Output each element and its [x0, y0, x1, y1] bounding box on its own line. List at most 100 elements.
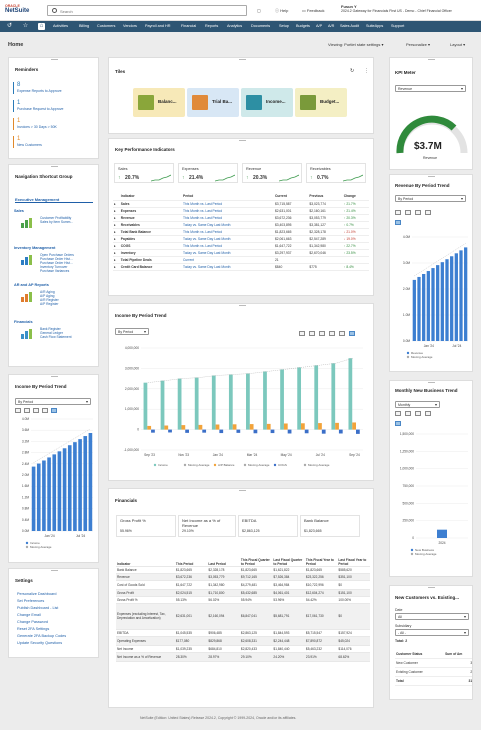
- feedback-link[interactable]: ▭ Feedback: [302, 6, 324, 15]
- nav-shortcut-link[interactable]: A/R Register: [40, 298, 59, 302]
- row-expand-icon[interactable]: ▸: [113, 263, 120, 271]
- kpi-cell[interactable]: Current: [182, 256, 274, 264]
- nav-shortcut-link[interactable]: Purchase Order Hist...: [40, 261, 73, 265]
- nav-item-support[interactable]: Support: [391, 24, 405, 28]
- bar-revenue[interactable]: [42, 460, 46, 531]
- bar-revenue[interactable]: [78, 439, 82, 531]
- nav-item-analytics[interactable]: Analytics: [227, 24, 243, 28]
- bar-revenue[interactable]: [450, 256, 454, 341]
- nav-item-suiteapps[interactable]: SuiteApps: [366, 24, 384, 28]
- nav-shortcut-link[interactable]: Open Purchase Orders: [40, 253, 74, 257]
- bar-revenue[interactable]: [36, 463, 41, 531]
- nav-item-reports[interactable]: Reports: [205, 24, 219, 28]
- nav-shortcut-link[interactable]: Sales by Item Summ...: [40, 220, 74, 224]
- bar-cogs[interactable]: [168, 429, 172, 433]
- area-chart-icon[interactable]: [405, 411, 411, 416]
- nav-shortcut-link[interactable]: A/P Register: [40, 302, 59, 306]
- bar-a-p-balance[interactable]: [266, 423, 271, 430]
- netsuite-logo[interactable]: ORACLE NetSuite: [5, 4, 29, 14]
- nav-item-vendors[interactable]: Vendors: [123, 24, 137, 28]
- column-chart-icon[interactable]: [415, 411, 421, 416]
- row-expand-icon[interactable]: ▸: [113, 235, 120, 243]
- bar-revenue[interactable]: [412, 279, 416, 341]
- global-search[interactable]: [47, 5, 247, 16]
- bar-revenue[interactable]: [67, 445, 72, 531]
- kpi-cell[interactable]: This Month vs. Last Period: [182, 200, 274, 208]
- kpi-cell[interactable]: Today vs. Same Day Last Month: [182, 221, 274, 229]
- favorites-icon[interactable]: ☆: [22, 23, 29, 29]
- nav-item-setup[interactable]: Setup: [279, 24, 289, 28]
- drag-handle[interactable]: [239, 59, 246, 61]
- bar-cogs[interactable]: [185, 429, 189, 433]
- bar-income[interactable]: [160, 380, 165, 430]
- nav-item-a-r[interactable]: A/R: [328, 24, 335, 28]
- row-expand-icon[interactable]: ▸: [113, 214, 120, 222]
- nav-shortcut-link[interactable]: Customer Profitability: [40, 216, 72, 220]
- bar-revenue[interactable]: [454, 253, 458, 341]
- bar-cogs[interactable]: [253, 429, 258, 434]
- nav-item-a-p[interactable]: A/P: [316, 24, 323, 28]
- viewing-settings-dropdown[interactable]: Viewing: Portlet state settings ▾: [328, 42, 384, 47]
- column-chart-icon[interactable]: [415, 210, 421, 215]
- kpi-cell[interactable]: Today vs. Same Day Last Month: [182, 235, 274, 243]
- more-options-icon[interactable]: ⋮: [364, 68, 369, 74]
- bar-revenue[interactable]: [83, 436, 88, 531]
- bar-a-p-balance[interactable]: [232, 424, 237, 430]
- bar-revenue[interactable]: [422, 273, 426, 341]
- bar-cogs[interactable]: [355, 429, 360, 434]
- history-icon[interactable]: ↺: [6, 23, 13, 29]
- bar-a-p-balance[interactable]: [215, 424, 220, 430]
- home-icon[interactable]: ⌂: [38, 23, 45, 30]
- bar-income[interactable]: [228, 374, 233, 430]
- drag-handle[interactable]: [428, 176, 435, 178]
- bar-income[interactable]: [280, 369, 284, 430]
- bar-income[interactable]: [348, 358, 353, 430]
- bar-income[interactable]: [314, 365, 319, 430]
- subsidiary-select[interactable]: - All -: [395, 629, 469, 636]
- kpi-cell[interactable]: This Month vs. Last Period: [182, 228, 274, 236]
- drag-handle[interactable]: [51, 376, 58, 378]
- bar-a-p-balance[interactable]: [318, 423, 322, 430]
- line-chart-icon[interactable]: [395, 411, 401, 416]
- bar-income[interactable]: [331, 363, 336, 430]
- kpi-cell[interactable]: Today vs. Same Day Last Month: [182, 263, 274, 271]
- bar-cogs[interactable]: [270, 429, 275, 434]
- bar-revenue[interactable]: [436, 265, 440, 341]
- bar-a-p-balance[interactable]: [335, 422, 339, 430]
- bar-income[interactable]: [246, 373, 250, 430]
- period-select[interactable]: By Period: [115, 328, 149, 335]
- layout-button[interactable]: Layout ▾: [450, 42, 466, 47]
- personalize-button[interactable]: Personalize ▾: [406, 42, 431, 47]
- bar-chart-icon[interactable]: [395, 421, 401, 426]
- bar-chart-icon[interactable]: [395, 220, 401, 225]
- settings-link[interactable]: Change Email: [17, 613, 41, 617]
- bar-a-p-balance[interactable]: [181, 425, 186, 430]
- nav-item-sales-audit[interactable]: Sales Audit: [340, 24, 359, 28]
- kpi-summary-card[interactable]: Sales ↑ 20.7%: [114, 163, 174, 183]
- area-chart-icon[interactable]: [24, 408, 30, 413]
- stacked-chart-icon[interactable]: [425, 411, 431, 416]
- nav-shortcut-head[interactable]: Executive Management: [15, 197, 60, 202]
- nav-shortcut-link[interactable]: Purchase Order Hist...: [40, 257, 73, 261]
- bar-chart-icon[interactable]: [51, 408, 57, 413]
- reminder-item[interactable]: 1 Invoices > 30 Days > 50K: [13, 118, 93, 130]
- row-expand-icon[interactable]: ▸: [113, 249, 120, 257]
- settings-link[interactable]: Reset 2FA Settings: [17, 627, 50, 631]
- scatter-chart-icon[interactable]: [339, 331, 345, 336]
- bar-a-p-balance[interactable]: [164, 425, 169, 430]
- kpi-cell[interactable]: This Month vs. Last Period: [182, 207, 274, 215]
- nav-shortcut-link[interactable]: A/R Aging: [40, 290, 55, 294]
- row-expand-icon[interactable]: ▸: [113, 221, 120, 229]
- settings-link[interactable]: Update Security Questions: [17, 641, 63, 645]
- bar-cogs[interactable]: [151, 429, 155, 433]
- nav-item-activities[interactable]: Activities: [53, 24, 68, 28]
- bar-a-p-balance[interactable]: [147, 425, 152, 430]
- settings-link[interactable]: Generate 2FA Backup Codes: [17, 634, 67, 638]
- reminder-item[interactable]: 8 Expense Reports to Approve: [13, 82, 93, 94]
- bar-revenue[interactable]: [445, 259, 449, 341]
- drag-handle[interactable]: [51, 166, 58, 168]
- settings-link[interactable]: Set Preferences: [17, 599, 45, 603]
- reminder-item[interactable]: 1 New Customers: [13, 136, 93, 148]
- settings-link[interactable]: Change Password: [17, 620, 49, 624]
- nav-shortcut-link[interactable]: A/P Aging: [40, 294, 55, 298]
